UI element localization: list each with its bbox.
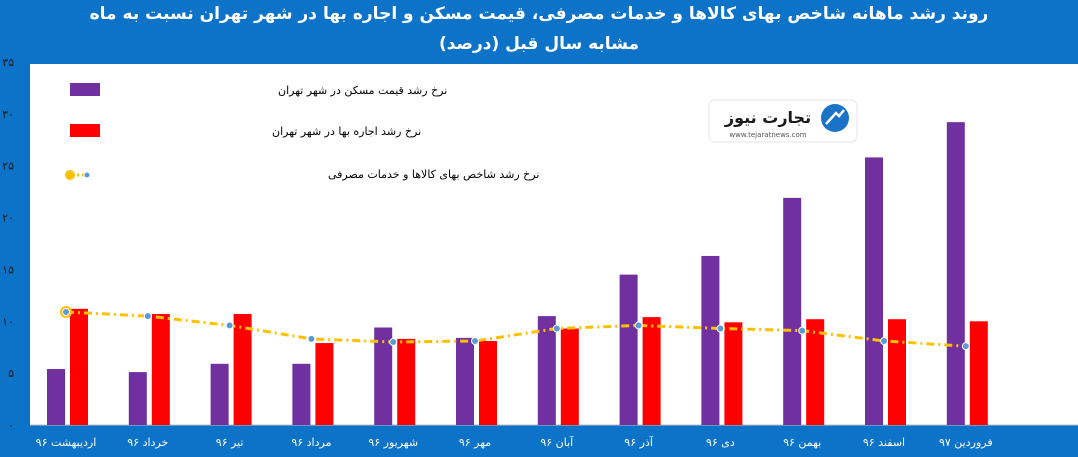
bar-housing bbox=[619, 274, 638, 425]
bar-rent bbox=[724, 322, 743, 425]
bar-housing bbox=[128, 372, 147, 425]
cpi-point bbox=[307, 334, 316, 343]
bar-rent bbox=[560, 328, 579, 425]
x-tick-label: فروردین ۹۷ bbox=[939, 436, 993, 449]
cpi-point bbox=[225, 321, 234, 330]
bar-rent bbox=[888, 319, 906, 425]
chart-subtitle: مشابه سال قبل (درصد) bbox=[438, 34, 640, 54]
bar-rent bbox=[397, 338, 416, 425]
chart-title: روند رشد ماهانه شاخص بهای کالاها و خدمات… bbox=[89, 4, 989, 24]
x-tick-label: بهمن ۹۶ bbox=[783, 436, 821, 449]
chart-title-block: روند رشد ماهانه شاخص بهای کالاها و خدمات… bbox=[0, 0, 1078, 62]
tejaratnews-logo: تجارت نیوز www.tejaratnews.com bbox=[708, 99, 858, 143]
logo-arrow-icon bbox=[825, 109, 845, 125]
logo-box bbox=[708, 99, 858, 143]
cpi-point bbox=[62, 307, 70, 316]
legend-label-cpi: نرخ رشد شاخص بهای کالاها و خدمات مصرفی bbox=[328, 168, 539, 181]
bar-rent bbox=[642, 317, 661, 425]
cpi-point bbox=[552, 324, 561, 333]
legend-label-housing: نرخ رشد قیمت مسکن در شهر تهران bbox=[278, 84, 447, 97]
cpi-point bbox=[634, 321, 643, 330]
bars bbox=[47, 122, 988, 425]
y-tick-label: ۱۵ bbox=[2, 263, 14, 276]
x-tick-label: اردیبهشت ۹۶ bbox=[36, 436, 97, 449]
bar-rent bbox=[806, 319, 825, 425]
x-tick-label: شهریور ۹۶ bbox=[368, 436, 418, 449]
logo-circle-icon bbox=[821, 104, 849, 132]
cpi-point bbox=[389, 338, 398, 347]
x-tick-label: اسفند ۹۶ bbox=[863, 436, 905, 449]
y-tick-label: ۲۰ bbox=[2, 212, 14, 225]
cpi-point bbox=[471, 336, 479, 345]
cpi-point bbox=[798, 326, 807, 335]
cpi-point bbox=[716, 324, 725, 333]
legend-swatch-rent bbox=[70, 124, 100, 137]
bar-housing bbox=[783, 197, 802, 425]
legend-label-rent: نرخ رشد اجاره بها در شهر تهران bbox=[272, 125, 421, 138]
cpi-point bbox=[961, 342, 970, 351]
bar-housing bbox=[47, 368, 65, 425]
legend-marker-cpi-small bbox=[83, 171, 91, 179]
x-tick-labels: اردیبهشت ۹۶ خرداد ۹۶ تیر ۹۶ مرداد ۹۶ شهریور … bbox=[36, 435, 993, 449]
bar-housing bbox=[210, 363, 229, 425]
y-tick-label: ۱۰ bbox=[2, 315, 14, 328]
legend-marker-cpi bbox=[65, 170, 75, 180]
bar-rent bbox=[151, 314, 170, 425]
cpi-line bbox=[60, 305, 970, 351]
y-tick-label: ۳۵ bbox=[2, 56, 14, 69]
bar-housing bbox=[537, 316, 556, 425]
x-tick-label: آذر ۹۶ bbox=[624, 435, 654, 449]
bar-rent bbox=[969, 321, 988, 425]
bar-housing bbox=[292, 363, 311, 425]
bar-housing bbox=[701, 255, 720, 425]
y-tick-label: ۲۵ bbox=[2, 160, 14, 173]
cpi-series-line bbox=[65, 310, 966, 348]
legend: نرخ رشد قیمت مسکن در شهر تهران نرخ رشد ا… bbox=[65, 83, 539, 181]
bar-rent bbox=[70, 308, 88, 425]
x-tick-label: دی ۹۶ bbox=[706, 436, 735, 449]
logo-text: تجارت نیوز bbox=[724, 108, 811, 127]
bar-rent bbox=[315, 343, 334, 425]
x-tick-label: مهر ۹۶ bbox=[459, 436, 491, 449]
y-tick-label: ۳۰ bbox=[2, 108, 14, 121]
bar-rent bbox=[233, 314, 252, 425]
y-tick-labels: ۰ ۵ ۱۰ ۱۵ ۲۰ ۲۵ ۳۰ ۳۵ bbox=[2, 56, 14, 432]
x-tick-label: خرداد ۹۶ bbox=[127, 436, 168, 449]
bar-housing bbox=[865, 157, 883, 425]
cpi-point bbox=[880, 336, 888, 345]
bar-housing bbox=[456, 337, 474, 425]
bar-housing bbox=[946, 122, 965, 425]
x-tick-label: مرداد ۹۶ bbox=[291, 436, 331, 449]
x-tick-label: آبان ۹۶ bbox=[540, 435, 574, 449]
bar-housing bbox=[374, 327, 393, 425]
y-tick-label: ۵ bbox=[8, 367, 14, 380]
logo-url: www.tejaratnews.com bbox=[729, 131, 806, 139]
y-tick-label: ۰ bbox=[8, 419, 14, 432]
legend-swatch-housing bbox=[70, 83, 100, 96]
x-tick-label: تیر ۹۶ bbox=[216, 436, 244, 449]
cpi-point bbox=[143, 312, 152, 321]
bar-rent bbox=[479, 340, 497, 425]
